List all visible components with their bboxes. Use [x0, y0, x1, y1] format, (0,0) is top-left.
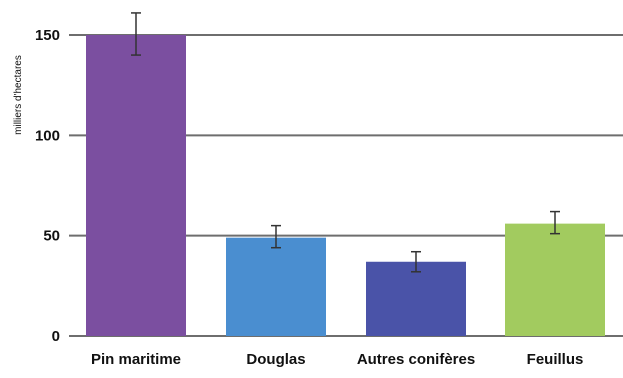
y-tick-label-50: 50: [43, 228, 60, 245]
bar-autres-conif-res: [366, 261, 466, 336]
category-label: Feuillus: [527, 351, 584, 368]
category-label: Autres conifères: [357, 351, 475, 368]
bar-pin-maritime: [86, 35, 186, 336]
category-label: Pin maritime: [91, 351, 181, 368]
y-axis-title: milliers d'hectares: [13, 55, 24, 135]
y-tick-labels: 0 50 100 150: [35, 27, 60, 345]
y-tick-label-150: 150: [35, 27, 60, 44]
error-bar-2: [271, 224, 281, 249]
category-labels: Pin maritime Douglas Autres conifères Feuil…: [91, 351, 583, 368]
y-tick-label-100: 100: [35, 127, 60, 144]
error-bars: [131, 12, 560, 273]
error-bar-4: [550, 210, 560, 235]
y-tick-label-0: 0: [52, 328, 60, 345]
bar-douglas: [226, 237, 326, 336]
bar-feuillus: [505, 223, 605, 336]
bars: [86, 35, 605, 336]
error-bar-1: [131, 12, 141, 56]
error-bar-3: [411, 250, 421, 273]
category-label: Douglas: [246, 351, 305, 368]
